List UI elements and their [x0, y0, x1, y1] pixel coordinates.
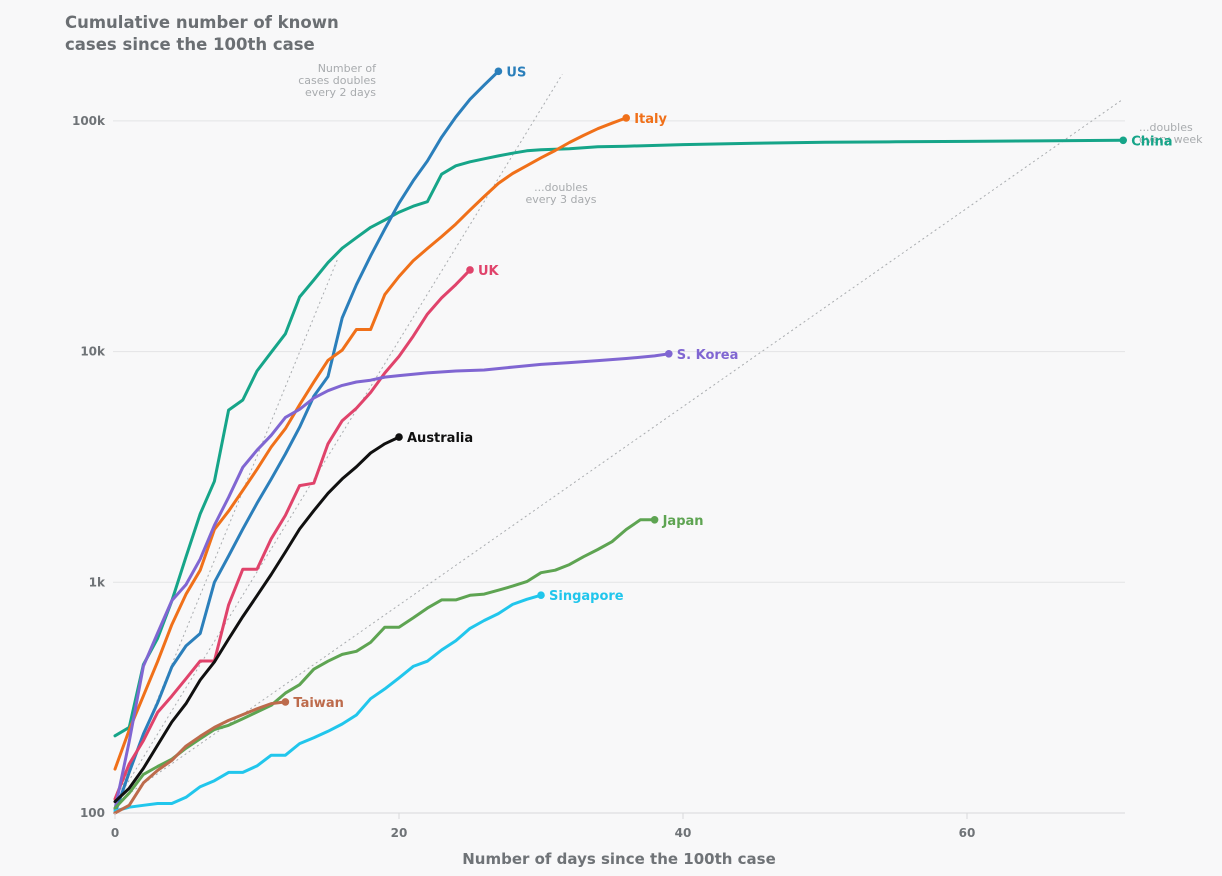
series-end-marker — [537, 591, 545, 600]
series-end-marker — [650, 516, 659, 524]
series-china: China — [113, 134, 1172, 738]
x-tick-label: 0 — [111, 826, 119, 840]
series-end-marker — [622, 114, 630, 122]
series-uk: UK — [113, 264, 500, 801]
series-line — [113, 352, 671, 811]
series-end-marker — [395, 433, 403, 441]
series-end-marker — [466, 266, 474, 274]
y-tick-label: 100 — [80, 806, 105, 820]
series-line — [113, 700, 287, 815]
series-label: Australia — [407, 431, 473, 446]
y-tick-label: 1k — [89, 575, 106, 589]
series-label: Italy — [634, 112, 667, 127]
series-australia: Australia — [113, 431, 473, 804]
x-tick-label: 40 — [675, 826, 692, 840]
reference-line-label: ...doubles every week — [1139, 121, 1203, 146]
series-end-marker — [1119, 136, 1127, 145]
reference-line — [114, 73, 563, 804]
series-line — [113, 593, 543, 813]
chart-title: Cumulative number of known cases since t… — [65, 13, 339, 54]
series-end-marker — [494, 67, 503, 76]
reference-line — [114, 258, 339, 804]
series-label: UK — [478, 264, 500, 279]
x-tick-label: 60 — [959, 826, 976, 840]
x-tick-label: 20 — [391, 826, 408, 840]
y-tick-label: 10k — [80, 345, 106, 359]
series-label: China — [1131, 134, 1172, 149]
series-end-marker — [281, 698, 290, 706]
series-japan: Japan — [113, 514, 704, 810]
grid — [113, 120, 1125, 814]
series-end-marker — [665, 349, 673, 358]
series-label: Taiwan — [293, 696, 343, 711]
series-label: Singapore — [549, 589, 624, 604]
series-line — [113, 268, 472, 801]
reference-line — [114, 98, 1124, 804]
y-tick-label: 100k — [72, 114, 106, 128]
series-label: S. Korea — [677, 348, 739, 363]
reference-line-label: ...doubles every 3 days — [525, 181, 596, 206]
series-singapore: Singapore — [113, 589, 624, 813]
series-s-korea: S. Korea — [113, 348, 739, 811]
x-axis-label: Number of days since the 100th case — [462, 850, 776, 868]
series-italy: Italy — [113, 112, 667, 771]
series-line — [113, 116, 628, 771]
series-layer: China US Italy UK S. Korea Australia Japan Sing… — [113, 65, 1172, 815]
reference-line-label: Number of cases doubles every 2 days — [298, 62, 377, 99]
series-line — [113, 69, 500, 815]
series-us: US — [113, 65, 526, 815]
series-taiwan: Taiwan — [113, 696, 344, 815]
reference-lines: Number of cases doubles every 2 days ...dou… — [114, 62, 1203, 804]
series-line — [113, 138, 1125, 738]
series-label: Japan — [662, 514, 704, 529]
axes: 100 1k 10k 100k 0 20 40 60 — [72, 114, 975, 840]
series-line — [113, 518, 657, 810]
series-line — [113, 435, 401, 804]
series-label: US — [506, 65, 526, 80]
